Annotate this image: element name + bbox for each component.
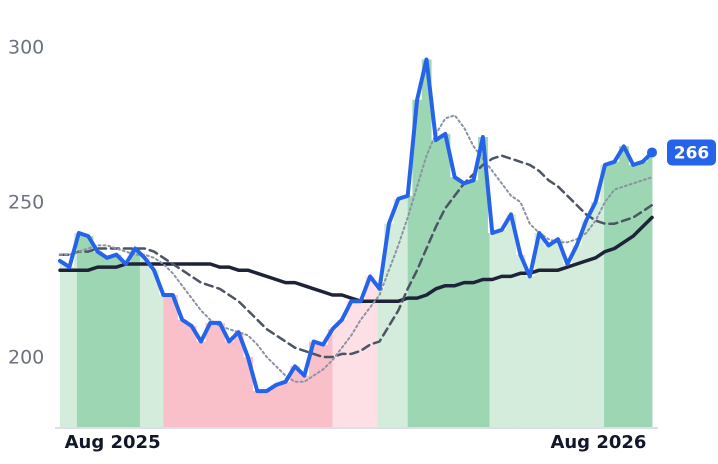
region-column (637, 161, 648, 427)
region-column (186, 325, 197, 427)
region-column (581, 220, 592, 427)
series-line (58, 57, 654, 394)
region-column (515, 254, 526, 427)
region-column (619, 146, 629, 427)
region-column (158, 294, 164, 427)
region-column (74, 233, 78, 427)
region-column (534, 233, 545, 427)
region-column (262, 391, 272, 427)
region-column (346, 301, 357, 427)
region-column (196, 341, 207, 427)
region-column (572, 245, 582, 427)
region-column (243, 356, 254, 427)
region-column (177, 319, 188, 427)
region-column (332, 329, 338, 427)
region-column (121, 264, 131, 427)
x-tick-label: Aug 2025 (65, 432, 161, 453)
region-column (628, 164, 639, 427)
region-column (163, 294, 169, 427)
y-tick-label: 200 (8, 346, 44, 368)
region-column (421, 59, 432, 427)
region-column (280, 381, 291, 427)
region-column (309, 341, 319, 427)
region-column (609, 161, 620, 427)
region-column (130, 248, 141, 427)
region-column (468, 180, 479, 427)
region-column (139, 257, 150, 427)
region-column (76, 233, 84, 427)
region-column (506, 214, 517, 427)
region-column (459, 183, 470, 427)
region (407, 59, 490, 427)
region-column (64, 267, 75, 427)
y-tick-label: 250 (8, 192, 44, 214)
region-column (83, 236, 94, 427)
region-column (252, 391, 263, 427)
region-column (407, 195, 413, 427)
x-tick-label: Aug 2026 (550, 432, 646, 453)
latest-dot (647, 147, 657, 158)
region-column (374, 288, 379, 427)
region-column (233, 332, 244, 427)
region-column (600, 164, 605, 427)
region-column (149, 270, 160, 427)
region-column (440, 133, 451, 427)
region-column (168, 294, 178, 427)
region (163, 294, 333, 427)
region (489, 164, 605, 427)
latest-badge (667, 139, 716, 166)
region-column (487, 233, 490, 427)
region-column (290, 366, 301, 427)
region (139, 257, 164, 427)
region (76, 233, 141, 427)
region-column (92, 251, 103, 427)
region-column (384, 223, 394, 427)
region (60, 233, 78, 427)
y-tick-label: 300 (8, 37, 44, 59)
region-column (525, 276, 535, 427)
region-column (337, 319, 348, 427)
region-column (478, 136, 488, 427)
region-column (431, 140, 441, 427)
region-column (543, 245, 554, 427)
region-column (299, 375, 310, 427)
region-column (647, 152, 653, 427)
latest-value: 266 (674, 143, 710, 163)
region-column (60, 260, 66, 427)
region-column (402, 195, 409, 427)
region-column (412, 99, 423, 427)
region (604, 146, 653, 427)
region-column (562, 264, 573, 427)
region-column (102, 257, 113, 427)
region-column (224, 341, 235, 427)
region-column (553, 239, 564, 427)
region-column (393, 198, 404, 427)
region (377, 195, 409, 427)
region-column (327, 329, 333, 427)
region-column (318, 344, 329, 427)
region-column (496, 229, 507, 427)
region-column (377, 288, 385, 427)
region-column (604, 164, 611, 427)
region-column (489, 233, 498, 427)
region-column (215, 322, 225, 427)
region-column (590, 202, 601, 427)
region-column (205, 322, 216, 427)
region-column (365, 276, 376, 427)
region-column (271, 384, 282, 427)
region-column (111, 254, 122, 427)
region-column (356, 301, 366, 427)
region (332, 276, 379, 427)
series-line (58, 154, 654, 359)
region-column (449, 177, 460, 427)
